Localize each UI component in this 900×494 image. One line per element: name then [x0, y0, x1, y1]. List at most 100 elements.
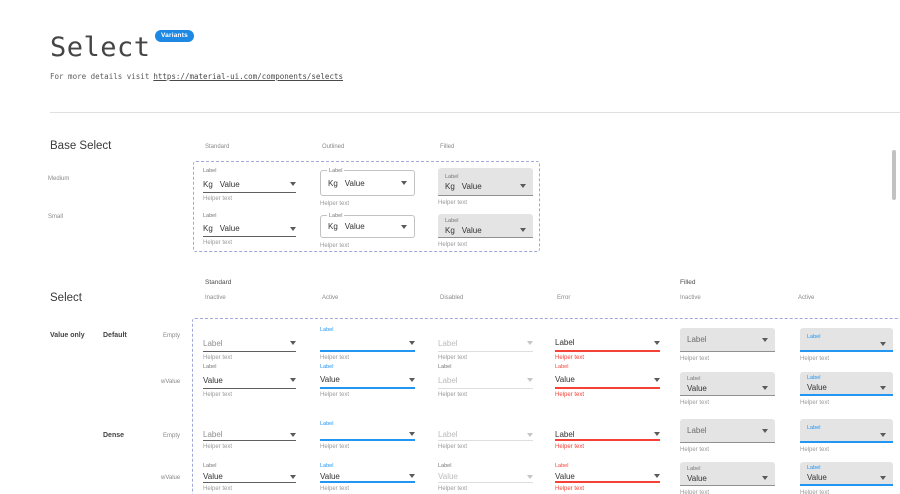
colhead-disabled: Disabled: [440, 295, 464, 301]
select-placeholder: Label: [687, 335, 707, 344]
select-label: Label: [203, 213, 217, 219]
select-input[interactable]: Label: [680, 328, 775, 352]
select-input[interactable]: [320, 335, 415, 352]
select-adornment: Kg: [203, 179, 213, 189]
select-input[interactable]: Label: [555, 335, 660, 352]
select-input[interactable]: Value: [555, 471, 660, 483]
dropdown-caret-icon: [290, 226, 296, 231]
dropdown-caret-icon: [880, 385, 886, 390]
sel-standard-active-wvalue: Label Value Helper text: [320, 363, 415, 398]
material-ui-link[interactable]: https://material-ui.com/components/selec…: [153, 72, 343, 81]
helper-text: Helper text: [203, 240, 233, 246]
select-input[interactable]: Label Value: [800, 372, 893, 396]
select-placeholder: Label: [438, 338, 458, 348]
select-input[interactable]: Value: [203, 471, 296, 483]
sel-filled-inactive-empty-dense: Label Helper text: [680, 419, 775, 453]
select-input[interactable]: [320, 429, 415, 441]
select-value: Value: [807, 383, 827, 392]
subtitle: For more details visit https://material-u…: [50, 72, 343, 81]
dropdown-caret-icon: [290, 378, 296, 382]
helper-text: Helper text: [438, 200, 468, 206]
select-input[interactable]: Label Kg Value: [438, 168, 533, 196]
select-input[interactable]: Label Kg Value: [320, 212, 415, 238]
rowlab-wvalue: wValue: [161, 379, 181, 385]
select-value: Value: [687, 383, 707, 393]
sel-standard-error-empty: Label Helper text: [555, 326, 660, 361]
select-input[interactable]: Label: [800, 328, 893, 352]
select-value: Label: [438, 375, 458, 385]
select-input[interactable]: Value: [320, 372, 415, 389]
select-label: Label: [320, 327, 334, 333]
scrollbar-thumb[interactable]: [892, 150, 896, 200]
select-label: Label: [203, 463, 217, 469]
select-label: Label: [445, 217, 459, 224]
dropdown-caret-icon: [290, 474, 296, 479]
dropdown-caret-icon: [527, 474, 533, 479]
helper-text: Helper text: [320, 486, 350, 492]
dropdown-caret-icon: [654, 432, 660, 436]
helper-text: Helper text: [680, 447, 710, 453]
colhead-filled-active: Active: [798, 295, 815, 301]
colhead-error: Error: [557, 295, 571, 301]
select-variants-outline: [192, 318, 900, 494]
select-input[interactable]: Label Kg Value: [438, 214, 533, 238]
select-input[interactable]: Value: [555, 372, 660, 389]
select-placeholder: Label: [203, 430, 223, 439]
helper-text: Helper text: [203, 355, 233, 361]
grouphead-filled: Filled: [680, 279, 696, 286]
helper-text: Helper text: [320, 201, 350, 207]
select-input[interactable]: Label: [680, 419, 775, 443]
select-input[interactable]: Label Value: [680, 462, 775, 486]
dropdown-caret-icon: [290, 432, 296, 437]
select-value: Value: [203, 375, 223, 385]
helper-text: Helper text: [800, 400, 830, 406]
rowlab-medium: Medium: [48, 176, 70, 182]
select-value: Value: [555, 375, 575, 384]
helper-text: Helper text: [320, 392, 350, 398]
helper-text: Helper text: [203, 486, 233, 492]
helper-text: Helper text: [680, 490, 710, 494]
select-input[interactable]: Label Kg Value: [320, 167, 415, 196]
select-adornment: Kg: [445, 225, 455, 235]
base-standard-small-select: Label Kg Value Helper text: [203, 212, 296, 246]
select-adornment: Kg: [445, 181, 455, 191]
select-value: Value: [344, 222, 365, 231]
helper-text: Helper text: [800, 356, 830, 362]
select-value: Value: [219, 224, 240, 233]
select-label: Label: [327, 167, 345, 175]
helper-text: Helper text: [438, 486, 468, 492]
select-input[interactable]: Label Value: [800, 462, 893, 486]
select-value: Value: [461, 225, 482, 235]
colhead-active: Active: [322, 295, 339, 301]
select-label: Label: [438, 463, 452, 469]
dropdown-caret-icon: [654, 340, 660, 345]
sel-filled-inactive-wvalue-dense: Label Value Helper text: [680, 462, 775, 494]
select-value: Value: [687, 473, 707, 483]
select-input[interactable]: Value: [203, 372, 296, 389]
select-input[interactable]: Label: [203, 429, 296, 441]
select-input[interactable]: Kg Value: [203, 176, 296, 193]
variants-badge: Variants: [155, 30, 194, 42]
select-input[interactable]: Value: [320, 471, 415, 483]
page-title: Select: [50, 32, 151, 63]
helper-text: Helper text: [800, 447, 830, 453]
select-input: Label: [438, 335, 533, 352]
rowlab-default: Default: [103, 332, 127, 339]
helper-text: Helper text: [438, 392, 468, 398]
select-label: Label: [807, 375, 821, 381]
grouphead-standard: Standard: [205, 279, 232, 286]
select-placeholder: Label: [555, 429, 575, 439]
select-input[interactable]: Kg Value: [203, 221, 296, 237]
select-input[interactable]: Label: [555, 429, 660, 441]
dropdown-caret-icon: [409, 432, 415, 436]
select-label: Label: [445, 173, 459, 180]
select-input[interactable]: Label: [203, 335, 296, 352]
colhead-filled: Filled: [440, 144, 455, 150]
select-adornment: Kg: [328, 178, 338, 188]
base-filled-small-select: Label Kg Value Helper text: [438, 214, 533, 248]
select-input[interactable]: Label Value: [680, 372, 775, 396]
sel-standard-inactive-empty: Label Helper text: [203, 326, 296, 361]
select-input[interactable]: Label: [800, 419, 893, 443]
dropdown-caret-icon: [527, 378, 533, 382]
rowlab-wvalue-dense: wValue: [161, 475, 181, 481]
